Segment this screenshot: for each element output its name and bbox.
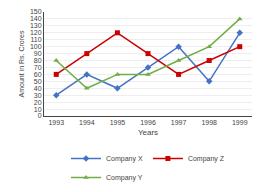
svg-text:150: 150 [30,8,42,15]
svg-text:Company Z: Company Z [188,155,225,163]
svg-text:10: 10 [34,106,42,113]
svg-text:20: 20 [34,99,42,106]
svg-text:60: 60 [34,71,42,78]
svg-text:1995: 1995 [110,119,126,126]
svg-text:1993: 1993 [48,119,64,126]
svg-text:Amount in Rs. Crores: Amount in Rs. Crores [18,30,25,97]
svg-text:Years: Years [138,128,158,137]
svg-text:1994: 1994 [79,119,95,126]
svg-text:50: 50 [34,78,42,85]
svg-text:130: 130 [30,22,42,29]
svg-text:Company X: Company X [106,155,143,163]
svg-text:120: 120 [30,29,42,36]
svg-text:40: 40 [34,85,42,92]
svg-text:Company Y: Company Y [106,174,143,182]
svg-text:0: 0 [38,112,42,119]
svg-text:70: 70 [34,64,42,71]
svg-text:1997: 1997 [171,119,187,126]
svg-text:1999: 1999 [232,119,248,126]
svg-text:100: 100 [30,43,42,50]
svg-text:90: 90 [34,50,42,57]
svg-text:1996: 1996 [140,119,156,126]
svg-text:1998: 1998 [201,119,217,126]
svg-text:110: 110 [30,36,41,43]
svg-text:30: 30 [34,92,42,99]
svg-text:140: 140 [30,15,42,22]
svg-text:80: 80 [34,57,42,64]
